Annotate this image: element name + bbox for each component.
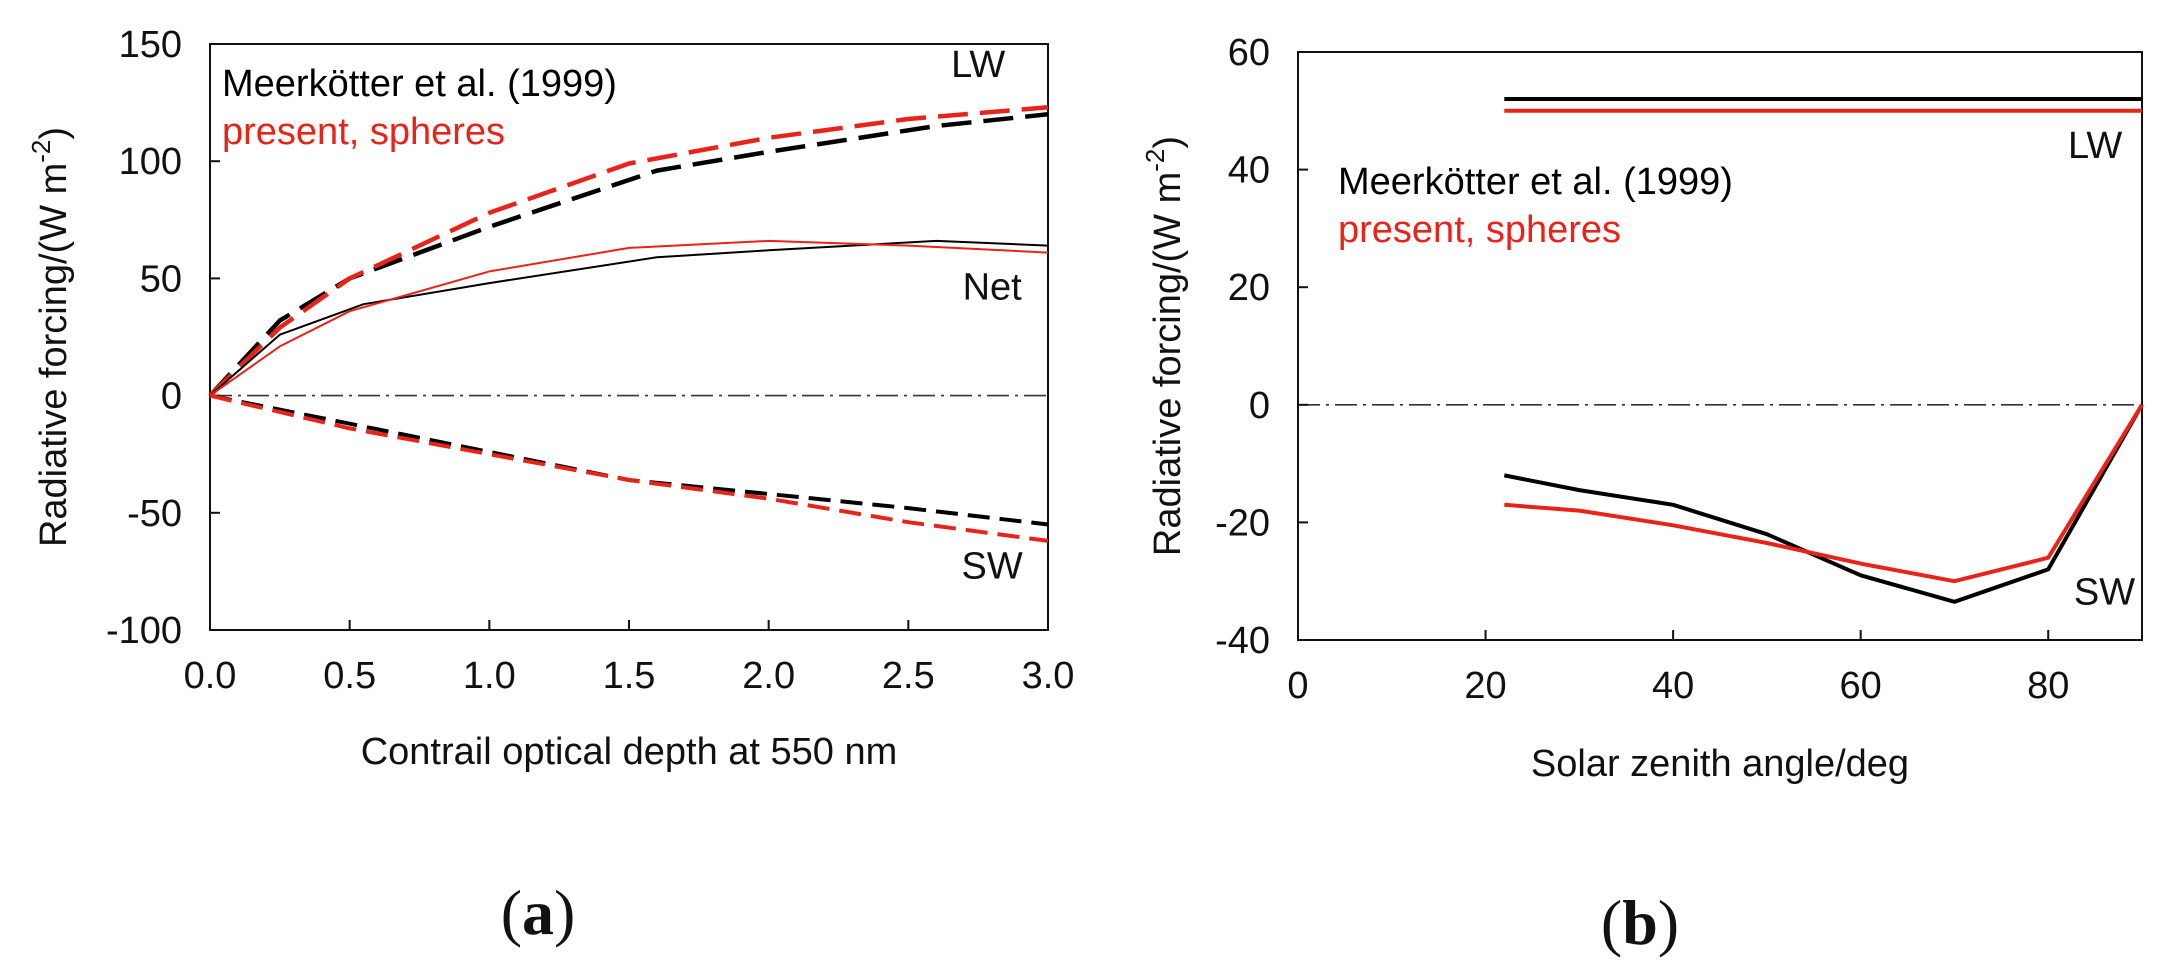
x-tick-label: 60: [1840, 665, 1882, 707]
legend-entry: Meerkötter et al. (1999): [222, 63, 617, 105]
x-tick-label: 3.0: [1022, 655, 1075, 697]
series-annotation-sw: SW: [2074, 572, 2135, 614]
series-annotation-net: Net: [963, 266, 1023, 308]
panel-caption-open: (: [501, 877, 522, 948]
series-annotation-lw: LW: [951, 44, 1005, 86]
chart-panel-b: 0 20 40 60 80 -40 -20 0 20 40 60 Solar zenith angle…: [1140, 32, 2144, 958]
panel-caption-close: ): [554, 877, 575, 948]
panel-caption-letter: a: [522, 877, 554, 948]
legend-entry: Meerkötter et al. (1999): [1338, 161, 1733, 203]
x-tick-label: 2.0: [742, 655, 795, 697]
y-axis-label: Radiative forcing/(W m-2): [1140, 136, 1189, 556]
x-tick-label: 20: [1464, 665, 1506, 707]
panel-caption-open: (: [1601, 887, 1622, 958]
chart-panel-a: 0.0 0.5 1.0 1.5 2.0 2.5 3.0 -100 -50 0 50 100 150 Con…: [26, 24, 1074, 948]
x-tick-label: 1.5: [603, 655, 656, 697]
x-axis-label: Solar zenith angle/deg: [1531, 743, 1909, 785]
y-tick-label: 50: [140, 258, 182, 300]
series-line-meerk-tter-sw: [1503, 403, 2144, 604]
y-tick-label: 20: [1228, 267, 1270, 309]
y-tick-label: -50: [127, 493, 182, 535]
panel-caption: (b): [1601, 887, 1679, 958]
series-line-present-lw: [208, 105, 1049, 398]
y-tick-label: -40: [1215, 620, 1270, 662]
plot-frame: [1297, 51, 2143, 641]
y-axis-label-superscript: -2: [1140, 149, 1170, 172]
panel-caption: (a): [501, 877, 576, 948]
legend-entry: present, spheres: [1338, 209, 1621, 251]
y-tick-label: -20: [1215, 502, 1270, 544]
x-tick-label: 0.0: [184, 655, 237, 697]
y-axis-label: Radiative forcing/(W m-2): [26, 127, 75, 547]
y-axis-label-main: Radiative forcing/(W m: [33, 163, 75, 547]
series-line-present-sw: [209, 393, 1049, 543]
series-line-meerk-tter-net: [209, 239, 1049, 397]
x-tick-label: 0.5: [323, 655, 376, 697]
series-line-meerk-tter-lw: [208, 112, 1049, 398]
series-line-present-sw: [1504, 403, 2144, 584]
x-tick-label: 1.0: [463, 655, 516, 697]
y-axis-label-main: Radiative forcing/(W m: [1147, 172, 1189, 556]
x-axis-label: Contrail optical depth at 550 nm: [361, 731, 898, 773]
x-tick-label: 80: [2027, 665, 2069, 707]
panel-caption-letter: b: [1622, 887, 1658, 958]
y-tick-label: 60: [1228, 32, 1270, 74]
y-tick-label: 150: [119, 24, 182, 66]
legend-entry: present, spheres: [222, 111, 505, 153]
y-tick-label: 0: [1249, 385, 1270, 427]
x-tick-label: 40: [1652, 665, 1694, 707]
y-tick-label: 100: [119, 141, 182, 183]
y-axis-label-superscript: -2: [26, 140, 56, 163]
y-axis-label-close: ): [33, 127, 75, 140]
y-axis-label-close: ): [1147, 136, 1189, 149]
series-annotation-lw: LW: [2068, 125, 2122, 167]
x-tick-label: 2.5: [882, 655, 935, 697]
panel-caption-close: ): [1658, 887, 1679, 958]
x-tick-label: 0: [1287, 665, 1308, 707]
series-line-meerk-tter-sw: [209, 393, 1049, 527]
y-tick-label: 40: [1228, 150, 1270, 192]
y-tick-label: 0: [161, 376, 182, 418]
y-tick-label: -100: [106, 610, 182, 652]
series-line-present-net: [209, 239, 1049, 397]
series-annotation-sw: SW: [962, 545, 1023, 587]
